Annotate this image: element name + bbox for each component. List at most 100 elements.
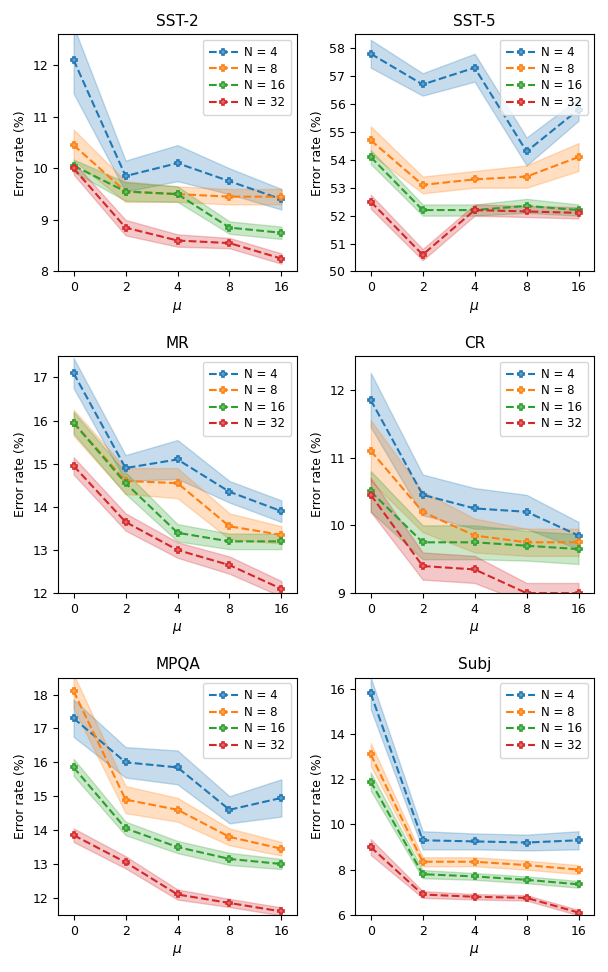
N = 32 (122, 516, 130, 528)
Line: N = 32: N = 32 (368, 492, 582, 596)
N = 4 (122, 756, 130, 768)
N = 32 (226, 559, 233, 571)
N = 4 (70, 54, 77, 66)
X-axis label: $\mu$: $\mu$ (469, 299, 480, 315)
Line: N = 32: N = 32 (71, 832, 285, 915)
Line: N = 16: N = 16 (368, 779, 582, 887)
Y-axis label: Error rate (%): Error rate (%) (311, 110, 324, 195)
Line: N = 16: N = 16 (368, 154, 582, 213)
N = 4 (523, 506, 530, 518)
N = 16 (226, 853, 233, 865)
N = 32 (70, 460, 77, 471)
N = 16 (278, 858, 285, 870)
N = 16 (367, 776, 375, 787)
N = 16 (523, 200, 530, 212)
N = 32 (523, 587, 530, 599)
N = 4 (278, 505, 285, 517)
N = 8 (122, 475, 130, 487)
Line: N = 4: N = 4 (71, 57, 285, 202)
N = 8 (278, 843, 285, 854)
N = 4 (367, 394, 375, 405)
N = 32 (523, 206, 530, 218)
X-axis label: $\mu$: $\mu$ (469, 621, 480, 637)
N = 8 (575, 152, 582, 163)
N = 8 (278, 529, 285, 540)
Line: N = 32: N = 32 (368, 198, 582, 258)
N = 16 (278, 536, 285, 547)
N = 8 (523, 859, 530, 871)
Legend: N = 4, N = 8, N = 16, N = 32: N = 4, N = 8, N = 16, N = 32 (500, 362, 588, 436)
Title: SST-5: SST-5 (454, 14, 496, 29)
Y-axis label: Error rate (%): Error rate (%) (311, 432, 324, 517)
N = 32 (575, 587, 582, 599)
N = 16 (174, 527, 181, 538)
Line: N = 8: N = 8 (71, 142, 285, 200)
N = 16 (471, 537, 478, 548)
N = 4 (471, 836, 478, 848)
Line: N = 4: N = 4 (368, 397, 582, 538)
N = 8 (278, 191, 285, 202)
Line: N = 16: N = 16 (368, 488, 582, 552)
Line: N = 8: N = 8 (368, 137, 582, 188)
Title: SST-2: SST-2 (156, 14, 199, 29)
N = 8 (367, 445, 375, 457)
N = 4 (471, 62, 478, 74)
N = 16 (575, 204, 582, 216)
N = 16 (174, 189, 181, 200)
N = 4 (278, 193, 285, 205)
Line: N = 8: N = 8 (368, 448, 582, 545)
N = 4 (174, 762, 181, 774)
N = 32 (278, 253, 285, 264)
Line: N = 4: N = 4 (71, 370, 285, 514)
Line: N = 4: N = 4 (368, 51, 582, 155)
Legend: N = 4, N = 8, N = 16, N = 32: N = 4, N = 8, N = 16, N = 32 (500, 40, 588, 115)
Line: N = 32: N = 32 (71, 463, 285, 592)
N = 8 (70, 417, 77, 429)
N = 16 (226, 222, 233, 233)
N = 32 (575, 907, 582, 919)
N = 32 (278, 583, 285, 595)
N = 16 (419, 204, 426, 216)
N = 32 (174, 234, 181, 246)
N = 16 (471, 204, 478, 216)
N = 32 (471, 891, 478, 903)
N = 8 (523, 537, 530, 548)
N = 32 (419, 249, 426, 260)
Line: N = 16: N = 16 (71, 420, 285, 544)
N = 8 (70, 139, 77, 151)
Line: N = 4: N = 4 (71, 715, 285, 813)
N = 32 (70, 829, 77, 841)
N = 32 (471, 204, 478, 216)
N = 8 (174, 189, 181, 200)
Line: N = 8: N = 8 (71, 420, 285, 538)
N = 8 (471, 530, 478, 541)
N = 32 (367, 489, 375, 501)
N = 16 (70, 417, 77, 429)
N = 4 (419, 79, 426, 90)
Y-axis label: Error rate (%): Error rate (%) (14, 110, 27, 195)
N = 8 (367, 748, 375, 760)
N = 8 (575, 864, 582, 876)
N = 4 (471, 503, 478, 514)
N = 32 (226, 237, 233, 249)
N = 8 (174, 477, 181, 489)
Legend: N = 4, N = 8, N = 16, N = 32: N = 4, N = 8, N = 16, N = 32 (202, 362, 291, 436)
N = 4 (70, 367, 77, 379)
N = 16 (226, 536, 233, 547)
N = 32 (122, 222, 130, 233)
N = 4 (226, 175, 233, 187)
N = 4 (122, 463, 130, 474)
Legend: N = 4, N = 8, N = 16, N = 32: N = 4, N = 8, N = 16, N = 32 (500, 683, 588, 758)
N = 8 (122, 794, 130, 806)
N = 8 (419, 179, 426, 191)
Line: N = 32: N = 32 (71, 165, 285, 261)
N = 4 (575, 530, 582, 541)
N = 8 (70, 685, 77, 697)
N = 8 (226, 831, 233, 843)
Line: N = 8: N = 8 (368, 751, 582, 873)
Legend: N = 4, N = 8, N = 16, N = 32: N = 4, N = 8, N = 16, N = 32 (202, 683, 291, 758)
Title: Subj: Subj (458, 657, 491, 673)
N = 16 (575, 879, 582, 890)
Y-axis label: Error rate (%): Error rate (%) (14, 753, 27, 839)
N = 8 (226, 520, 233, 532)
